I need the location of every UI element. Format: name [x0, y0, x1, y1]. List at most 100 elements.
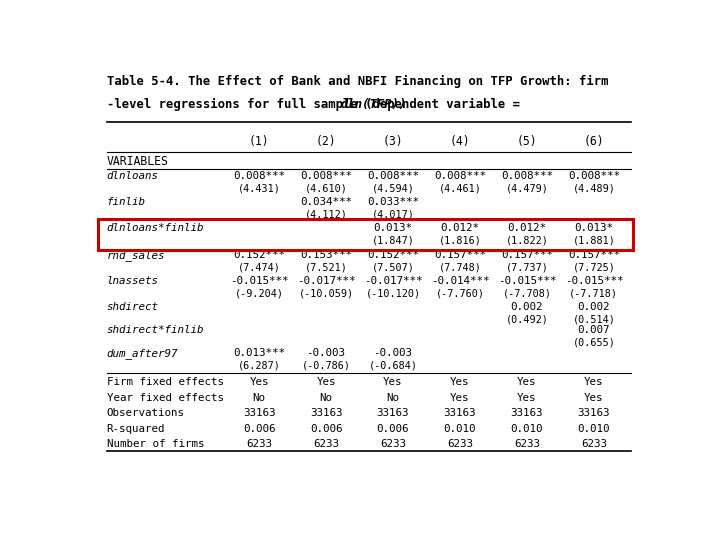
Text: (1.816): (1.816): [438, 235, 482, 245]
Text: shdirect*finlib: shdirect*finlib: [107, 325, 204, 335]
Text: (7.474): (7.474): [238, 263, 281, 273]
Text: 6233: 6233: [313, 439, 339, 449]
Text: Yes: Yes: [517, 393, 536, 403]
Text: (6.287): (6.287): [238, 361, 281, 371]
Text: 0.012*: 0.012*: [441, 223, 480, 233]
Text: shdirect: shdirect: [107, 302, 158, 312]
Text: (-7.718): (-7.718): [570, 288, 618, 299]
Text: 33163: 33163: [310, 408, 342, 418]
Text: 0.010: 0.010: [444, 424, 476, 434]
Text: No: No: [387, 393, 400, 403]
Text: (4): (4): [450, 136, 470, 148]
Text: dln(TFP)): dln(TFP)): [341, 98, 407, 111]
Text: (4.112): (4.112): [305, 210, 348, 219]
Text: 6233: 6233: [380, 439, 406, 449]
Text: (5): (5): [517, 136, 537, 148]
Text: 33163: 33163: [377, 408, 409, 418]
Text: 6233: 6233: [581, 439, 607, 449]
Text: dlnloans: dlnloans: [107, 171, 158, 181]
Text: (2): (2): [316, 136, 336, 148]
Text: (-7.708): (-7.708): [503, 288, 552, 299]
Text: -0.015***: -0.015***: [230, 276, 288, 286]
Text: -level regressions for full sample (dependent variable =: -level regressions for full sample (depe…: [107, 98, 527, 111]
Text: Number of firms: Number of firms: [107, 439, 204, 449]
Text: 0.157***: 0.157***: [568, 250, 620, 260]
Text: 6233: 6233: [246, 439, 272, 449]
Text: VARIABLES: VARIABLES: [107, 156, 168, 168]
Text: (4.461): (4.461): [438, 184, 482, 194]
Text: (-10.120): (-10.120): [366, 288, 420, 299]
Text: (4.610): (4.610): [305, 184, 348, 194]
Text: Yes: Yes: [450, 393, 469, 403]
Text: (1): (1): [249, 136, 269, 148]
Text: (4.489): (4.489): [572, 184, 616, 194]
Text: -0.014***: -0.014***: [431, 276, 489, 286]
Text: Firm fixed effects: Firm fixed effects: [107, 377, 224, 388]
Text: (4.594): (4.594): [372, 184, 415, 194]
Text: No: No: [320, 393, 333, 403]
Text: 0.013***: 0.013***: [233, 348, 285, 359]
Text: finlib: finlib: [107, 197, 145, 207]
Text: dum_after97: dum_after97: [107, 348, 179, 359]
Text: (-10.059): (-10.059): [299, 288, 354, 299]
Text: (3): (3): [383, 136, 403, 148]
Text: 0.002: 0.002: [510, 302, 543, 312]
Text: Yes: Yes: [584, 393, 603, 403]
Text: Table 5-4. The Effect of Bank and NBFI Financing on TFP Growth: firm: Table 5-4. The Effect of Bank and NBFI F…: [107, 75, 608, 88]
Text: 0.152***: 0.152***: [233, 250, 285, 260]
Text: (7.748): (7.748): [438, 263, 482, 273]
Text: 0.013*: 0.013*: [575, 223, 613, 233]
Text: R-squared: R-squared: [107, 424, 166, 434]
Text: (-0.786): (-0.786): [302, 361, 351, 371]
Text: 0.008***: 0.008***: [568, 171, 620, 181]
Text: (7.521): (7.521): [305, 263, 348, 273]
Text: dlnloans*finlib: dlnloans*finlib: [107, 223, 204, 233]
Text: 0.006: 0.006: [243, 424, 275, 434]
Text: 0.033***: 0.033***: [367, 197, 419, 207]
Text: 0.153***: 0.153***: [300, 250, 352, 260]
Text: Yes: Yes: [584, 377, 603, 388]
Text: 0.034***: 0.034***: [300, 197, 352, 207]
Text: Yes: Yes: [383, 377, 402, 388]
Text: 0.007: 0.007: [577, 325, 610, 335]
Text: 0.006: 0.006: [377, 424, 409, 434]
Text: 0.013*: 0.013*: [374, 223, 413, 233]
Text: 6233: 6233: [514, 439, 540, 449]
Text: (0.655): (0.655): [572, 338, 616, 348]
Text: (0.514): (0.514): [572, 314, 616, 325]
Text: -0.017***: -0.017***: [364, 276, 422, 286]
Text: -0.015***: -0.015***: [498, 276, 556, 286]
Text: Yes: Yes: [517, 377, 536, 388]
Text: 33163: 33163: [577, 408, 610, 418]
Text: rnd_sales: rnd_sales: [107, 250, 166, 261]
Text: (-9.204): (-9.204): [235, 288, 284, 299]
Text: 0.008***: 0.008***: [233, 171, 285, 181]
Text: 0.012*: 0.012*: [508, 223, 546, 233]
Text: 0.157***: 0.157***: [501, 250, 553, 260]
Text: No: No: [253, 393, 266, 403]
Text: -0.017***: -0.017***: [297, 276, 355, 286]
Text: Observations: Observations: [107, 408, 185, 418]
Text: Yes: Yes: [316, 377, 336, 388]
Text: (0.492): (0.492): [505, 314, 549, 325]
Text: 33163: 33163: [444, 408, 476, 418]
Text: -0.003: -0.003: [374, 348, 413, 359]
Text: 6233: 6233: [447, 439, 473, 449]
Text: 0.008***: 0.008***: [367, 171, 419, 181]
Text: lnassets: lnassets: [107, 276, 158, 286]
Text: 0.008***: 0.008***: [434, 171, 486, 181]
Text: (-0.684): (-0.684): [369, 361, 418, 371]
Text: 0.157***: 0.157***: [434, 250, 486, 260]
Text: 0.152***: 0.152***: [367, 250, 419, 260]
Text: (4.479): (4.479): [505, 184, 549, 194]
Text: 0.008***: 0.008***: [501, 171, 553, 181]
Text: 0.010: 0.010: [577, 424, 610, 434]
Text: 0.006: 0.006: [310, 424, 342, 434]
Text: Yes: Yes: [249, 377, 269, 388]
Text: (1.847): (1.847): [372, 235, 415, 245]
Text: -0.015***: -0.015***: [564, 276, 623, 286]
Text: Year fixed effects: Year fixed effects: [107, 393, 224, 403]
Text: 0.002: 0.002: [577, 302, 610, 312]
Text: (7.725): (7.725): [572, 263, 616, 273]
Text: (7.507): (7.507): [372, 263, 415, 273]
